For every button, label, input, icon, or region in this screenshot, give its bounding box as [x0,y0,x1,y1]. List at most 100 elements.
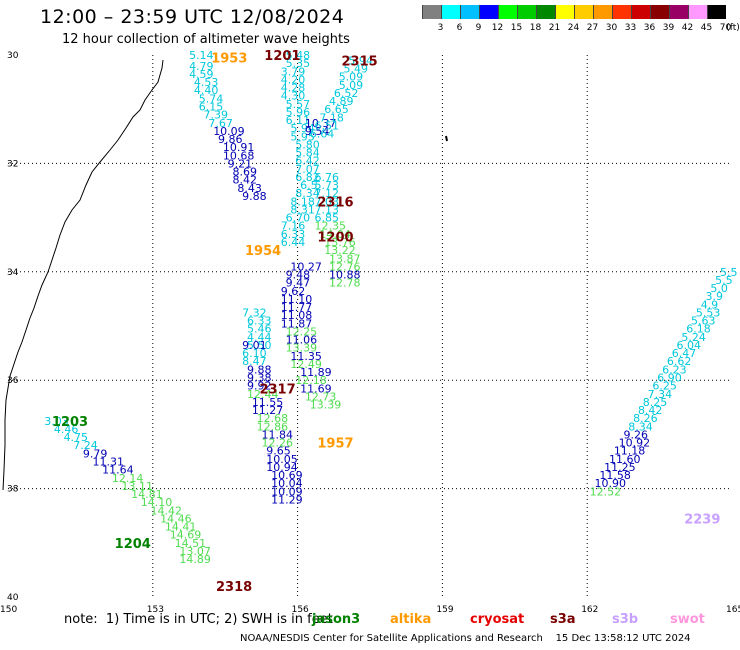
lat-tick-label: 36 [7,376,19,386]
wave-height-value: 9.21 [228,157,253,170]
wave-height-value: 11.84 [261,428,293,441]
colorbar-label: 39 [662,23,675,33]
legend-item-s3a: s3a [550,612,576,627]
wave-height-value: 8.18 [290,195,315,208]
wave-height-value: 5.48 [286,49,311,62]
wave-height-value: 6.82 [295,171,320,184]
wave-height-value: 7.39 [204,109,229,122]
pass-time-label: 2315 [342,54,378,69]
colorbar-label: 33 [624,23,637,33]
wave-height-value: 12.68 [257,412,289,425]
pass-time-label: 1954 [245,244,281,259]
wave-height-value: 6.5 [300,179,318,192]
page-subtitle: 12 hour collection of altimeter wave hei… [62,32,350,47]
wave-height-value: 6.70 [286,212,311,225]
pass-time-label: 1204 [115,537,151,552]
legend-item-altika: altika [390,612,432,627]
colorbar-label: 30 [605,23,618,33]
wave-height-value: 12.44 [247,388,279,401]
wave-height-value: 4.79 [189,60,214,73]
wave-height-value: 10.09 [213,125,245,138]
footer-credit: NOAA/NESDIS Center for Satellite Applica… [240,633,691,644]
wave-height-value: 9.01 [242,339,267,352]
wave-height-value: 4.30 [281,90,306,103]
wave-height-value: 4.53 [194,76,219,89]
lon-tick-label: 156 [292,605,309,615]
wave-height-value: 5.50 [247,339,272,352]
lon-tick-label: 162 [581,605,598,615]
wave-height-value: 10.37 [305,117,337,130]
wave-height-value: 7.13 [315,203,340,216]
wave-height-value: 11.10 [281,293,313,306]
colorbar-label: 36 [643,23,656,33]
wave-height-value: 12.25 [286,325,318,338]
wave-height-value: 5.84 [295,147,320,160]
wave-height-value: 5.94 [290,122,315,135]
wave-height-value: 11.69 [300,382,332,395]
wave-height-value: 14.81 [131,488,163,501]
lat-tick-label: 40 [7,593,19,603]
wave-height-value: 7.67 [208,117,233,130]
wave-height-value: 12.78 [329,277,361,290]
wave-height-value: 8.43 [237,182,261,195]
wave-height-value: 12.76 [329,260,361,273]
wave-height-value: 13.22 [324,244,356,257]
wave-height-value: 13.39 [286,342,318,355]
wave-height-value: 4.44 [247,331,272,344]
colorbar-label: 45 [700,23,713,33]
colorbar-label: 15 [510,23,523,33]
wave-height-value: 3.03 [44,415,68,428]
wave-height-value: 12.52 [590,485,622,498]
wave-height-value: 14.04 [319,228,351,241]
lon-tick-label: 159 [436,605,453,615]
wave-height-value: 5.5 [720,266,738,279]
wave-height-value: 11.87 [281,317,313,330]
wave-height-value: 6.64 [310,128,335,141]
colorbar-label: 21 [548,23,561,33]
wave-height-value: 5.63 [691,315,716,328]
colorbar-swatch [593,5,612,19]
wave-height-value: 12.14 [112,472,144,485]
wave-height-value: 5.5 [715,274,733,287]
wave-height-value: 6.42 [295,155,320,168]
wave-height-value: 5.96 [286,106,311,119]
wave-height-value: 7.34 [648,388,673,401]
colorbar-swatch [555,5,574,19]
wave-height-value: 10.69 [271,469,303,482]
wave-height-value: 5.24 [681,331,706,344]
wave-height-value: 14.69 [170,529,202,542]
wave-height-value: 7.18 [319,111,344,124]
legend-item-swot: swot [670,612,705,627]
wave-height-value: 5.74 [199,92,224,105]
pass-time-label: 2239 [684,512,720,527]
wave-height-value: 4.89 [329,95,354,108]
legend-item-cryosat: cryosat [470,612,525,627]
wave-height-value: 11.25 [604,461,636,474]
colorbar-label: 6 [456,23,463,33]
wave-height-value: 10.90 [595,477,627,490]
colorbar-swatch [498,5,517,19]
pass-time-label: 1201 [264,49,300,64]
colorbar-swatch [707,5,726,19]
lon-tick-label: 165 [726,605,740,615]
wave-height-value: 12.26 [261,437,293,450]
wave-height-value: 10.92 [619,437,651,450]
wave-height-value: 5.94 [348,54,373,67]
wave-height-value: 9.86 [218,133,243,146]
wave-height-value: 5.09 [339,71,364,84]
wave-height-value: 6.52 [334,87,359,100]
pass-time-label: 1200 [317,231,353,246]
wave-height-value: 12.49 [290,358,322,371]
wave-height-value: 9.38 [247,371,272,384]
page-title: 12:00 – 23:59 UTC 12/08/2024 [40,6,345,28]
wave-height-value: 14.89 [179,553,211,566]
wave-height-value: 11.29 [271,493,303,506]
colorbar-label: 9 [475,23,482,33]
wave-height-value: 8.42 [233,174,257,187]
wave-height-value: 6.25 [652,380,677,393]
wave-height-value: 4.20 [281,73,306,86]
wave-height-value: 5.57 [286,98,311,111]
wave-height-value: 9.92 [247,380,272,393]
wave-height-value: 5.95 [290,130,315,143]
